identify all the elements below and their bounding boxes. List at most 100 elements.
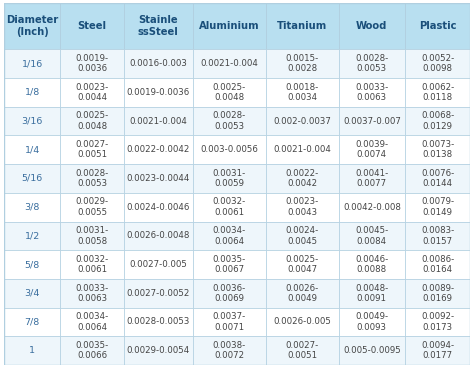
Bar	[338, 3, 405, 49]
Text: 0.0026-0.005: 0.0026-0.005	[273, 318, 331, 326]
Text: 1/2: 1/2	[25, 231, 40, 240]
Text: 0.0025-
0.0047: 0.0025- 0.0047	[285, 255, 319, 274]
Text: 0.0041-
0.0077: 0.0041- 0.0077	[355, 169, 389, 188]
Bar	[61, 222, 124, 250]
Text: 0.0023-
0.0043: 0.0023- 0.0043	[285, 198, 319, 217]
Bar	[124, 135, 192, 164]
Text: 0.0023-0.0044: 0.0023-0.0044	[127, 174, 190, 183]
Bar	[265, 135, 338, 164]
Text: 0.0032-
0.0061: 0.0032- 0.0061	[212, 198, 246, 217]
Text: 0.0031-
0.0059: 0.0031- 0.0059	[212, 169, 246, 188]
Bar	[4, 308, 61, 336]
Text: 0.0048-
0.0091: 0.0048- 0.0091	[355, 284, 389, 303]
Text: 0.0024-0.0046: 0.0024-0.0046	[127, 203, 190, 212]
Text: Wood: Wood	[356, 21, 388, 31]
Text: 0.0052-
0.0098: 0.0052- 0.0098	[421, 54, 454, 73]
Bar	[61, 135, 124, 164]
Bar	[265, 78, 338, 107]
Bar	[338, 49, 405, 78]
Bar	[192, 107, 265, 135]
Text: 0.0019-0.0036: 0.0019-0.0036	[127, 88, 190, 97]
Text: 0.0036-
0.0069: 0.0036- 0.0069	[212, 284, 246, 303]
Bar	[124, 250, 192, 279]
Bar	[4, 164, 61, 193]
Text: Plastic: Plastic	[419, 21, 456, 31]
Text: 0.0021-0.004: 0.0021-0.004	[200, 59, 258, 68]
Text: 0.0034-
0.0064: 0.0034- 0.0064	[75, 312, 109, 332]
Bar	[192, 49, 265, 78]
Text: 0.0018-
0.0034: 0.0018- 0.0034	[285, 83, 319, 102]
Text: Titanium: Titanium	[277, 21, 327, 31]
Bar	[338, 279, 405, 308]
Text: 0.0021-0.004: 0.0021-0.004	[129, 117, 187, 125]
Bar	[61, 308, 124, 336]
Bar	[192, 250, 265, 279]
Text: Stainle
ssSteel: Stainle ssSteel	[138, 15, 179, 37]
Text: 0.0049-
0.0093: 0.0049- 0.0093	[356, 312, 388, 332]
Bar	[192, 78, 265, 107]
Text: 0.0027-
0.0051: 0.0027- 0.0051	[285, 341, 319, 360]
Text: 0.0016-0.003: 0.0016-0.003	[129, 59, 187, 68]
Bar	[405, 3, 470, 49]
Bar	[405, 164, 470, 193]
Bar	[192, 3, 265, 49]
Bar	[265, 222, 338, 250]
Bar	[124, 222, 192, 250]
Bar	[61, 250, 124, 279]
Text: 0.0028-
0.0053: 0.0028- 0.0053	[355, 54, 389, 73]
Text: 0.0025-
0.0048: 0.0025- 0.0048	[212, 83, 246, 102]
Bar	[405, 107, 470, 135]
Bar	[405, 78, 470, 107]
Text: 0.0021-0.004: 0.0021-0.004	[273, 145, 331, 154]
Bar	[405, 222, 470, 250]
Bar	[338, 336, 405, 365]
Text: 0.0038-
0.0072: 0.0038- 0.0072	[212, 341, 246, 360]
Text: 0.0022-0.0042: 0.0022-0.0042	[127, 145, 190, 154]
Bar	[338, 164, 405, 193]
Bar	[192, 279, 265, 308]
Text: 0.0073-
0.0138: 0.0073- 0.0138	[421, 140, 454, 159]
Text: 0.0033-
0.0063: 0.0033- 0.0063	[355, 83, 389, 102]
Text: 0.0035-
0.0066: 0.0035- 0.0066	[75, 341, 109, 360]
Text: 0.0046-
0.0088: 0.0046- 0.0088	[355, 255, 389, 274]
Bar	[192, 308, 265, 336]
Bar	[338, 308, 405, 336]
Bar	[192, 193, 265, 222]
Bar	[405, 336, 470, 365]
Text: 0.0089-
0.0169: 0.0089- 0.0169	[421, 284, 454, 303]
Text: 0.0027-0.0052: 0.0027-0.0052	[127, 289, 190, 298]
Text: 0.0092-
0.0173: 0.0092- 0.0173	[421, 312, 454, 332]
Bar	[192, 164, 265, 193]
Text: 0.0031-
0.0058: 0.0031- 0.0058	[75, 226, 109, 245]
Text: 0.0039-
0.0074: 0.0039- 0.0074	[356, 140, 388, 159]
Bar	[61, 279, 124, 308]
Text: 0.0033-
0.0063: 0.0033- 0.0063	[75, 284, 109, 303]
Bar	[61, 193, 124, 222]
Text: 3/16: 3/16	[21, 117, 43, 125]
Text: 0.0068-
0.0129: 0.0068- 0.0129	[421, 112, 454, 131]
Text: 0.0045-
0.0084: 0.0045- 0.0084	[355, 226, 389, 245]
Bar	[265, 49, 338, 78]
Text: 0.0037-0.007: 0.0037-0.007	[343, 117, 401, 125]
Bar	[192, 222, 265, 250]
Bar	[265, 164, 338, 193]
Text: 0.0037-
0.0071: 0.0037- 0.0071	[212, 312, 246, 332]
Bar	[338, 135, 405, 164]
Text: 5/16: 5/16	[21, 174, 43, 183]
Bar	[265, 107, 338, 135]
Bar	[4, 222, 61, 250]
Bar	[61, 49, 124, 78]
Text: 0.0083-
0.0157: 0.0083- 0.0157	[421, 226, 454, 245]
Bar	[338, 193, 405, 222]
Bar	[405, 250, 470, 279]
Text: 0.0029-0.0054: 0.0029-0.0054	[127, 346, 190, 355]
Text: 0.0028-
0.0053: 0.0028- 0.0053	[212, 112, 246, 131]
Text: 0.0024-
0.0045: 0.0024- 0.0045	[285, 226, 319, 245]
Text: 0.0023-
0.0044: 0.0023- 0.0044	[75, 83, 109, 102]
Text: 1: 1	[29, 346, 35, 355]
Text: Diameter
(Inch): Diameter (Inch)	[6, 15, 58, 37]
Bar	[124, 193, 192, 222]
Text: 0.0029-
0.0055: 0.0029- 0.0055	[75, 198, 109, 217]
Bar	[124, 336, 192, 365]
Bar	[4, 250, 61, 279]
